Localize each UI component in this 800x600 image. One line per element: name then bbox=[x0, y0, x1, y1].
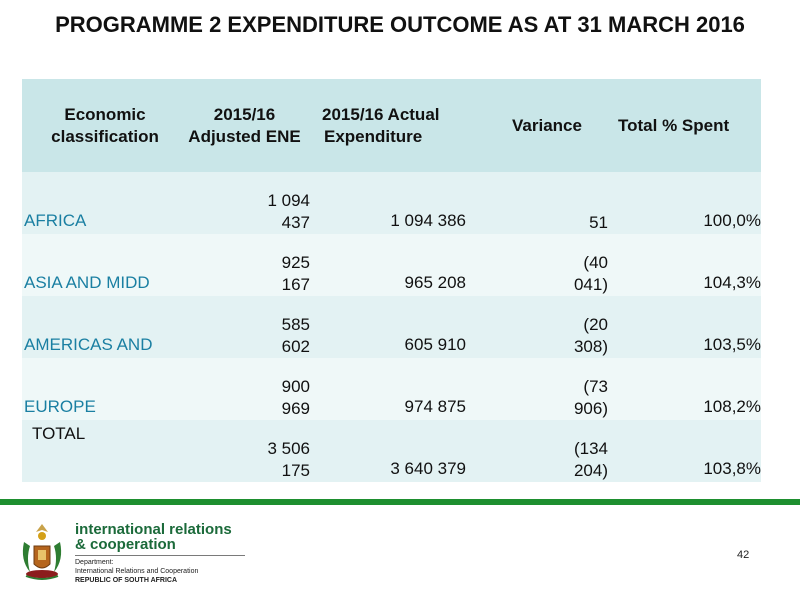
organisation-block: international relations & cooperation De… bbox=[75, 522, 245, 585]
expenditure-table: Economic classification 2015/16 Adjusted E… bbox=[22, 79, 761, 482]
total-adjusted: 3 506 175 bbox=[267, 439, 310, 480]
total-label: TOTAL bbox=[32, 424, 86, 443]
row-adjusted: 900 969 bbox=[281, 377, 310, 418]
row-actual: 1 094 386 bbox=[390, 211, 466, 230]
row-actual: 965 208 bbox=[404, 273, 466, 292]
dept-line3: REPUBLIC OF SOUTH AFRICA bbox=[75, 577, 178, 584]
coat-of-arms-icon bbox=[16, 520, 68, 589]
row-pct: 103,5% bbox=[703, 335, 761, 354]
header-adjusted: 2015/16 Adjusted ENE bbox=[172, 79, 317, 172]
row-pct: 104,3% bbox=[703, 273, 761, 292]
row-adjusted: 925 167 bbox=[281, 253, 310, 294]
table-row-total: TOTAL 3 506 175 3 640 379 (134 204) 103,8% bbox=[22, 420, 761, 482]
total-variance: (134 204) bbox=[573, 439, 608, 480]
row-name: AFRICA bbox=[24, 211, 87, 230]
total-pct: 103,8% bbox=[703, 459, 761, 478]
header-actual-line1: 2015/16 Actual bbox=[322, 104, 440, 124]
row-name: ASIA AND MIDD bbox=[24, 273, 150, 292]
header-pct: Total % Spent bbox=[618, 115, 730, 135]
page-number: 42 bbox=[737, 549, 750, 561]
table-row: EUROPE 900 969 974 875 (73 906) 108,2% bbox=[22, 358, 761, 420]
header-classification: Economic classification bbox=[30, 79, 180, 172]
header-classification-line1: Economic bbox=[64, 104, 146, 124]
row-variance: (73 906) bbox=[573, 377, 608, 418]
org-name-line2: & cooperation bbox=[75, 536, 176, 553]
total-actual: 3 640 379 bbox=[390, 459, 466, 478]
row-adjusted: 585 602 bbox=[281, 315, 310, 356]
row-adjusted: 1 094 437 bbox=[267, 191, 310, 232]
table-header: Economic classification 2015/16 Adjusted E… bbox=[22, 79, 761, 172]
org-name-line1: international relations bbox=[75, 521, 232, 538]
row-variance: 51 bbox=[589, 213, 608, 232]
header-actual: 2015/16 Actual Expenditure bbox=[322, 79, 472, 172]
row-name: AMERICAS AND bbox=[24, 335, 153, 354]
row-variance: (40 041) bbox=[573, 253, 608, 294]
header-adjusted-line2: Adjusted ENE bbox=[188, 126, 301, 146]
page-title: PROGRAMME 2 EXPENDITURE OUTCOME AS AT 31… bbox=[55, 12, 745, 37]
table-row: AMERICAS AND 585 602 605 910 (20 308) 103,… bbox=[22, 296, 761, 358]
header-variance: Variance bbox=[512, 115, 582, 135]
header-adjusted-line1: 2015/16 bbox=[213, 104, 276, 124]
org-divider bbox=[75, 555, 245, 556]
row-pct: 100,0% bbox=[703, 211, 761, 230]
row-actual: 974 875 bbox=[404, 397, 466, 416]
row-actual: 605 910 bbox=[404, 335, 466, 354]
table-row: ASIA AND MIDD 925 167 965 208 (40 041) 104… bbox=[22, 234, 761, 296]
row-name: EUROPE bbox=[24, 397, 96, 416]
dept-line1: Department: bbox=[75, 559, 114, 566]
header-classification-line2: classification bbox=[51, 126, 159, 146]
row-pct: 108,2% bbox=[703, 397, 761, 416]
footer-divider bbox=[0, 499, 800, 505]
row-variance: (20 308) bbox=[573, 315, 608, 356]
table-row: AFRICA 1 094 437 1 094 386 51 100,0% bbox=[22, 172, 761, 234]
header-actual-line2: Expenditure bbox=[324, 126, 423, 146]
dept-line2: International Relations and Cooperation bbox=[75, 568, 199, 575]
